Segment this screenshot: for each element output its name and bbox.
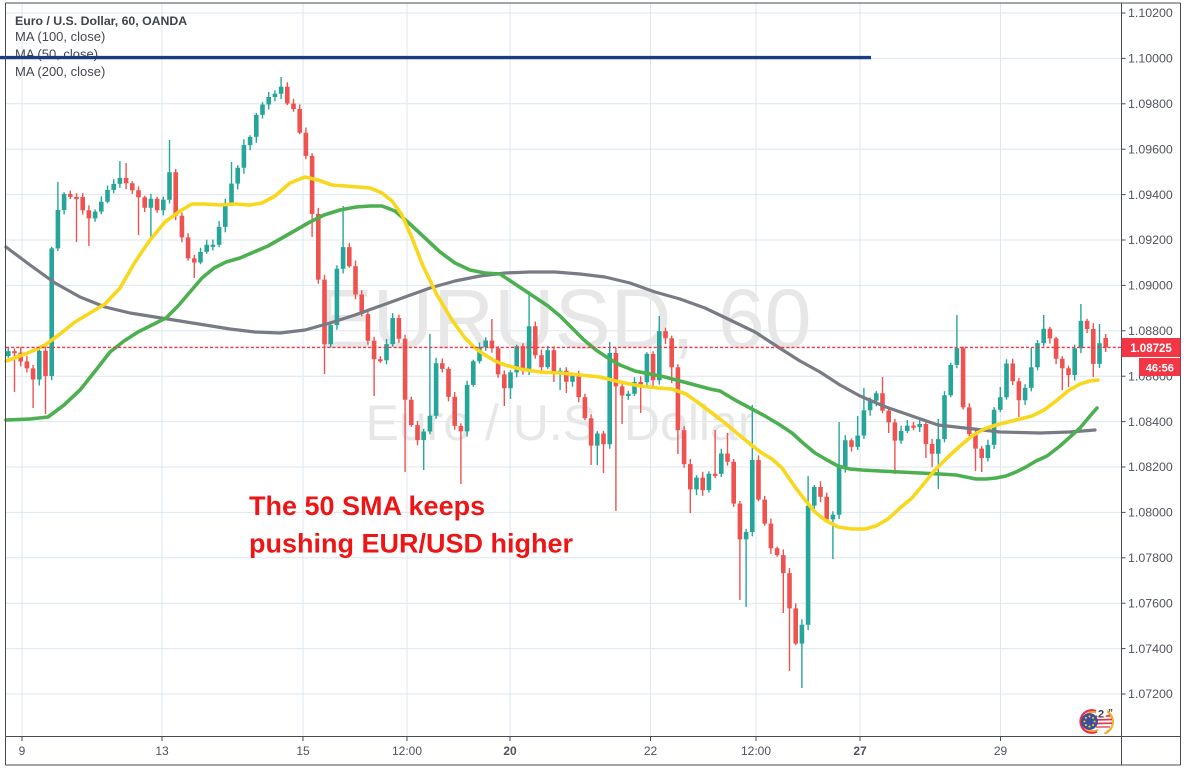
svg-text:Euro / U.S. Dollar, 60, OANDA: Euro / U.S. Dollar, 60, OANDA [15, 14, 187, 28]
svg-text:1.10000: 1.10000 [1128, 52, 1173, 66]
svg-text:1.08400: 1.08400 [1128, 415, 1173, 429]
svg-text:1.08725: 1.08725 [1130, 343, 1172, 355]
svg-text:27: 27 [853, 744, 867, 758]
svg-text:1.08200: 1.08200 [1128, 460, 1173, 474]
svg-text:12:00: 12:00 [392, 744, 422, 758]
svg-text:1.09400: 1.09400 [1128, 188, 1173, 202]
svg-text:1.09200: 1.09200 [1128, 233, 1173, 247]
svg-text:MA (200, close): MA (200, close) [15, 64, 105, 79]
svg-text:2: 2 [1098, 709, 1104, 721]
svg-text:MA (100, close): MA (100, close) [15, 29, 105, 44]
svg-text:20: 20 [503, 744, 517, 758]
svg-text:”: ” [1108, 708, 1113, 719]
svg-text:pushing EUR/USD higher: pushing EUR/USD higher [249, 529, 573, 559]
svg-text:1.09800: 1.09800 [1128, 97, 1173, 111]
svg-text:1.10200: 1.10200 [1128, 6, 1173, 20]
svg-text:The 50 SMA keeps: The 50 SMA keeps [249, 491, 485, 521]
svg-text:1.07400: 1.07400 [1128, 642, 1173, 656]
svg-text:1.07200: 1.07200 [1128, 687, 1173, 701]
svg-text:1.07800: 1.07800 [1128, 551, 1173, 565]
svg-text:22: 22 [644, 744, 658, 758]
svg-text:9: 9 [19, 744, 26, 758]
svg-text:15: 15 [296, 744, 310, 758]
svg-text:1.09000: 1.09000 [1128, 279, 1173, 293]
svg-text:29: 29 [994, 744, 1008, 758]
svg-text:1.08000: 1.08000 [1128, 506, 1173, 520]
svg-text:13: 13 [155, 744, 169, 758]
svg-text:1.09600: 1.09600 [1128, 142, 1173, 156]
svg-text:1.08800: 1.08800 [1128, 324, 1173, 338]
svg-text:12:00: 12:00 [741, 744, 771, 758]
svg-text:46:56: 46:56 [1146, 363, 1174, 375]
svg-text:1.07600: 1.07600 [1128, 596, 1173, 610]
